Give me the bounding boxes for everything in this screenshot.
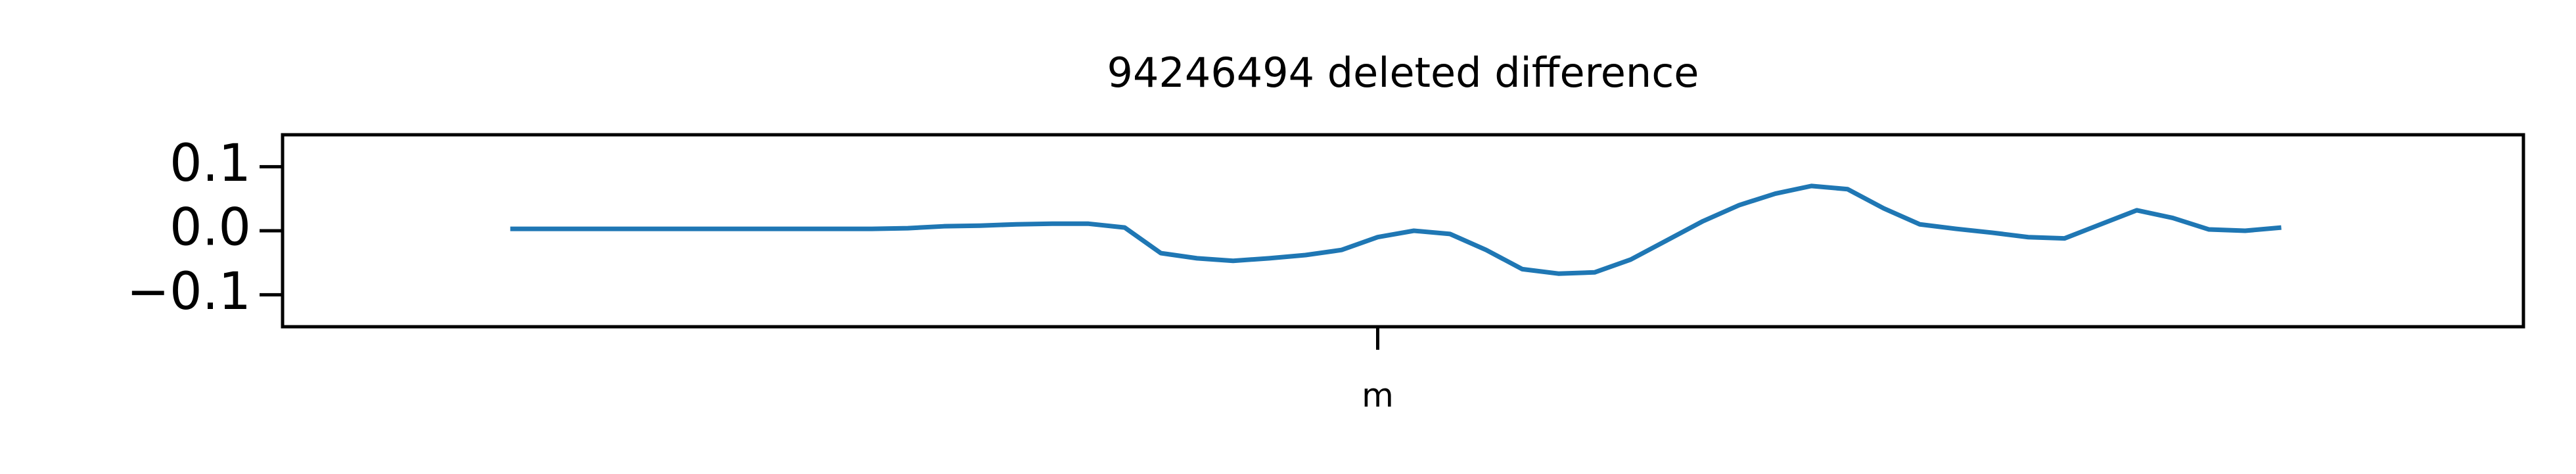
y-tick-label: 0.0 — [170, 198, 251, 257]
chart-title: 94246494 deleted difference — [1107, 49, 1699, 97]
y-tick-label: −0.1 — [127, 262, 251, 321]
y-tick-label: 0.1 — [170, 134, 251, 193]
x-tick-label: m — [1362, 377, 1394, 415]
data-line — [510, 183, 2282, 276]
